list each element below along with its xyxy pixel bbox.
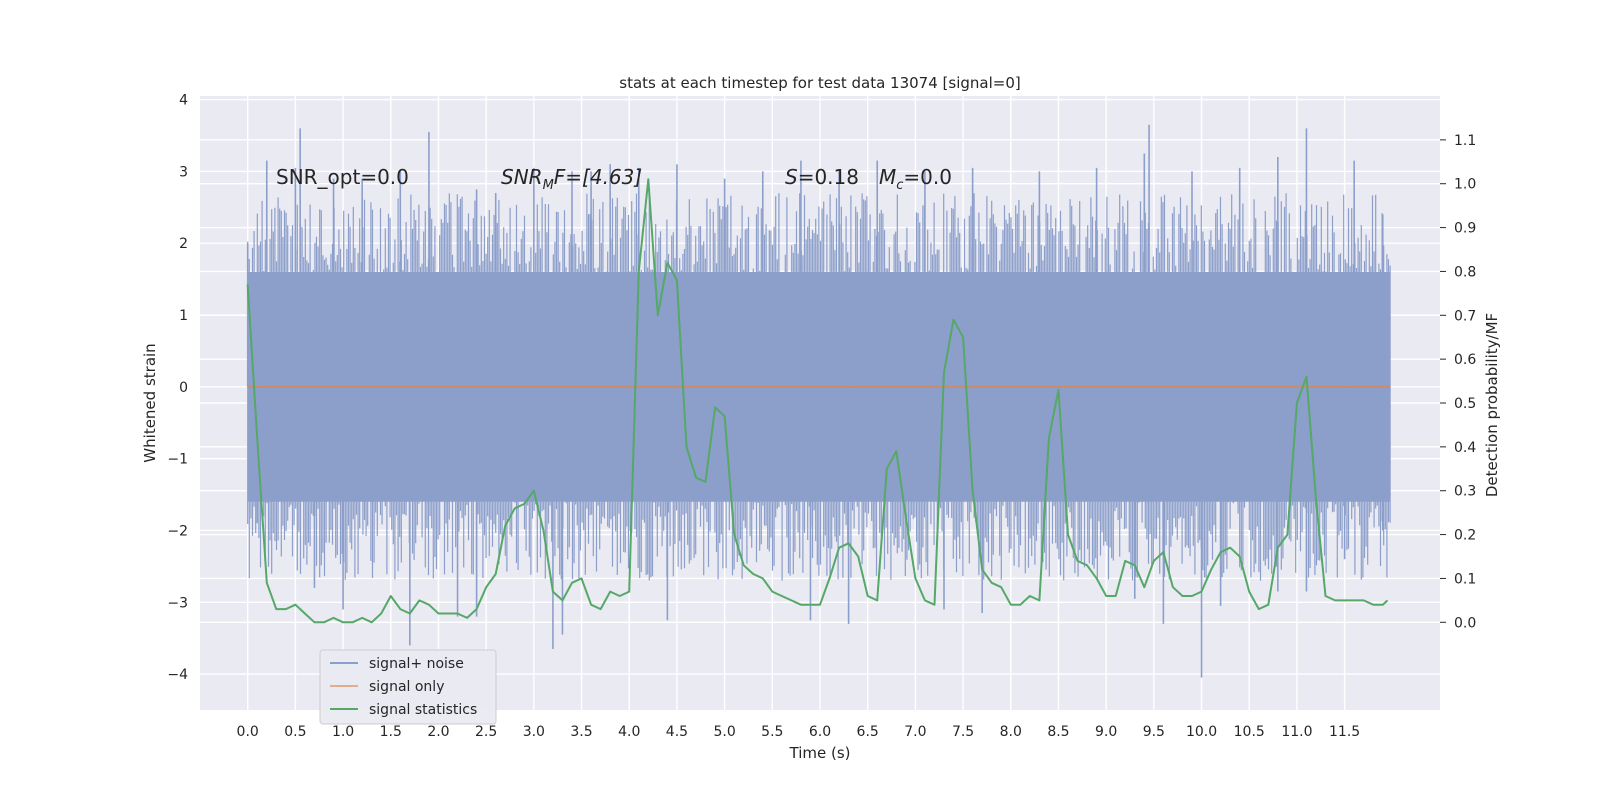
y2-tick-label: 0.9	[1454, 221, 1476, 237]
y2-tick-label: 0.8	[1454, 264, 1476, 280]
x-tick-label: 6.5	[857, 724, 879, 740]
y2-tick-label: 1.1	[1454, 133, 1476, 149]
legend-box	[319, 649, 497, 725]
y-axis-label: Whitened strain	[141, 343, 159, 462]
x-tick-label: 9.0	[1095, 724, 1117, 740]
x-tick-label: 4.5	[666, 724, 688, 740]
annotation-s: S=0.18	[785, 165, 859, 189]
annotation-mc-sub: c	[896, 178, 903, 193]
x-tick-label: 9.5	[1143, 724, 1165, 740]
x-tick-label: 4.0	[618, 724, 640, 740]
annotation-snr-mf-main: SNR	[501, 165, 543, 189]
annotation-s-rest: =0.18	[798, 165, 859, 189]
x-axis-label: Time (s)	[789, 744, 851, 762]
legend-label-signal-noise: signal+ noise	[369, 656, 464, 672]
series-signal-statistics	[246, 178, 1389, 624]
y-tick-label: 3	[179, 164, 188, 180]
x-tick-label: 8.5	[1047, 724, 1069, 740]
annotation-snr-opt: SNR_opt=0.0	[276, 165, 409, 189]
y2-tick-label: 0.5	[1454, 396, 1476, 412]
legend-label-signal-only: signal only	[369, 679, 444, 695]
y2-tick-label: 0.2	[1454, 528, 1476, 544]
y2-tick-label: 1.0	[1454, 177, 1476, 193]
y2-tick-label: 0.6	[1454, 352, 1476, 368]
x-tick-label: 7.5	[952, 724, 974, 740]
annotation-mc-rest: =0.0	[903, 165, 952, 189]
y-tick-label: 0	[179, 380, 188, 396]
y2-tick-label: 0.4	[1454, 440, 1476, 456]
y-tick-label: −2	[167, 523, 188, 539]
x-tick-label: 10.0	[1186, 724, 1217, 740]
y-axis: 4 3 2 1 0 −1 −2 −3 −4	[167, 93, 188, 684]
y-tick-label: −3	[167, 595, 188, 611]
x-tick-label: 5.5	[761, 724, 783, 740]
annotation-s-main: S	[785, 165, 798, 189]
y2-tick-label: 0.0	[1454, 615, 1476, 631]
y2-tick-label: 0.7	[1454, 308, 1476, 324]
annotation-mc: Mc=0.0	[879, 165, 952, 193]
signal-statistics-line	[246, 178, 1389, 624]
x-tick-label: 11.0	[1281, 724, 1312, 740]
x-tick-label: 3.5	[570, 724, 592, 740]
annotations: SNR_opt=0.0 SNRMF=[4.63] S=0.18 Mc=0.0	[276, 165, 952, 193]
x-tick-label: 1.0	[332, 724, 354, 740]
x-tick-label: 6.0	[809, 724, 831, 740]
y2-axis-label: Detection probability/MF	[1483, 313, 1501, 497]
x-tick-label: 1.5	[380, 724, 402, 740]
legend-label-signal-statistics: signal statistics	[369, 702, 477, 718]
x-tick-label: 8.0	[1000, 724, 1022, 740]
y-tick-label: 2	[179, 236, 188, 252]
annotation-snr-mf-sub: M	[543, 178, 554, 193]
y2-axis: 0.0 0.1 0.2 0.3 0.4 0.5 0.6 0.7 0.8 0.9 1.0 1.1	[1440, 133, 1476, 631]
annotation-snr-mf-rest: F=[4.63]	[554, 165, 642, 189]
x-tick-label: 11.5	[1329, 724, 1360, 740]
x-tick-label: 3.0	[523, 724, 545, 740]
x-tick-label: 2.5	[475, 724, 497, 740]
annotation-snr-mf: SNRMF=[4.63]	[501, 165, 642, 193]
x-tick-label: 7.0	[904, 724, 926, 740]
y-tick-label: −1	[167, 452, 188, 468]
x-tick-label: 0.5	[284, 724, 306, 740]
y2-tick-label: 0.1	[1454, 571, 1476, 587]
annotation-mc-main: M	[879, 165, 896, 189]
x-tick-label: 0.0	[237, 724, 259, 740]
legend: signal+ noise signal only signal statist…	[319, 649, 497, 725]
y-tick-label: −4	[167, 667, 188, 683]
y-tick-label: 1	[179, 308, 188, 324]
y-tick-label: 4	[179, 93, 188, 109]
chart-title: stats at each timestep for test data 130…	[619, 74, 1020, 92]
x-axis: 0.0 0.5 1.0 1.5 2.0 2.5 3.0 3.5 4.0 4.5 5.0 5.5 6.0 6…	[237, 724, 1361, 740]
x-tick-label: 2.0	[427, 724, 449, 740]
x-tick-label: 5.0	[713, 724, 735, 740]
x-tick-label: 10.5	[1234, 724, 1265, 740]
y2-tick-label: 0.3	[1454, 484, 1476, 500]
